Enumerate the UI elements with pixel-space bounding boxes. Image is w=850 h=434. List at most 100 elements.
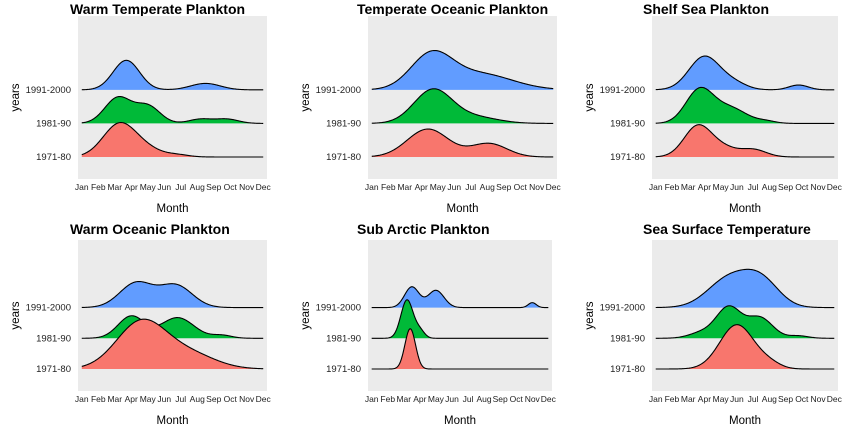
x-tick-label: Feb [91,182,106,192]
ridge-area [371,328,549,369]
x-axis-title: Month [447,203,479,215]
x-tick-label: Jan [649,394,663,404]
x-tick-label: Oct [510,394,524,404]
x-tick-label: Sep [778,182,793,192]
x-tick-label: Jul [175,182,186,192]
x-tick-label: Oct [224,394,238,404]
x-tick-label: Jul [748,182,759,192]
x-tick-label: Mar [681,182,696,192]
x-tick-label: Jan [365,182,379,192]
x-tick-label: May [713,182,730,192]
y-tick-label: 1971-80 [36,152,71,163]
x-tick-label: Jul [463,394,474,404]
ridge-panel: Shelf Sea Plankton 1971-80 1981-90 1991-200… [584,1,843,215]
x-tick-label: Sep [778,394,793,404]
x-axis-title: Month [729,203,761,215]
x-tick-label: Sep [493,394,508,404]
ridge-line [655,268,835,309]
x-tick-label: Jun [157,182,171,192]
x-tick-label: Nov [525,394,541,404]
x-axis-title: Month [157,203,189,215]
x-tick-label: Feb [381,182,396,192]
ridge-area [655,269,835,308]
ridge-line [81,280,264,309]
x-tick-label: Oct [795,182,809,192]
x-tick-label: Jun [730,182,744,192]
x-axis-title: Month [729,415,761,427]
x-tick-label: Dec [827,182,843,192]
x-tick-label: Aug [762,394,777,404]
y-tick-label: 1971-80 [326,364,361,375]
ridge-area [371,88,554,124]
x-tick-label: Jun [447,182,461,192]
x-tick-label: May [428,394,445,404]
y-tick-label: 1991-2000 [600,85,645,96]
x-tick-label: Feb [665,182,680,192]
y-tick-label: 1981-90 [610,118,645,129]
x-tick-label: Oct [795,394,809,404]
ridge-area [81,122,264,157]
y-tick-label: 1981-90 [610,333,645,344]
x-tick-label: Mar [681,394,696,404]
ridge-panel: Warm Temperate Plankton 1971-80 1981-90 199… [10,1,272,215]
x-tick-label: Feb [665,394,680,404]
y-tick-label: 1971-80 [36,364,71,375]
ridge-line [81,95,264,124]
ridge-line [655,305,835,339]
ridge-area [655,56,835,90]
x-tick-label: Feb [380,394,395,404]
ridge-area [81,96,264,124]
y-axis-title: years [300,301,312,329]
x-tick-label: Oct [224,182,238,192]
x-tick-label: Nov [529,182,545,192]
ridge-panel: Sub Arctic Plankton 1971-80 1981-90 1991-20… [300,221,557,427]
y-axis-title: years [300,83,312,111]
y-axis-title: years [10,83,22,111]
x-tick-label: Jan [365,394,379,404]
x-tick-label: Mar [107,182,122,192]
y-axis-title: years [584,83,596,111]
x-tick-label: Aug [762,182,777,192]
y-tick-label: 1971-80 [610,152,645,163]
x-tick-label: Jun [730,394,744,404]
y-tick-label: 1991-2000 [600,303,645,314]
x-tick-label: Feb [91,394,106,404]
x-tick-label: Apr [413,394,426,404]
x-tick-label: Mar [107,394,122,404]
x-tick-label: Apr [698,182,711,192]
ridge-line [655,124,835,158]
ridge-panel: Sea Surface Temperature 1971-80 1981-90 199… [584,221,843,427]
ridge-line [81,318,264,370]
y-tick-label: 1991-2000 [26,303,71,314]
panel-title: Shelf Sea Plankton [643,1,769,17]
ridge-area [81,319,264,369]
x-tick-label: Jul [175,394,186,404]
panel-title: Temperate Oceanic Plankton [357,1,548,17]
ridge-line [81,59,264,91]
ridge-area [655,124,835,157]
ridge-panel: Temperate Oceanic Plankton 1971-80 1981-90… [300,1,562,215]
ridge-line [371,299,549,339]
ridge-area [371,129,554,157]
ridge-line [81,121,264,158]
x-tick-label: Apr [415,182,428,192]
x-tick-label: May [140,394,157,404]
x-tick-label: Apr [698,394,711,404]
x-tick-label: May [713,394,730,404]
x-tick-label: Apr [125,394,138,404]
x-tick-label: May [430,182,447,192]
y-tick-label: 1971-80 [610,364,645,375]
y-tick-label: 1991-2000 [316,303,361,314]
x-tick-label: Dec [541,394,557,404]
x-axis-title: Month [157,415,189,427]
ridge-line [655,324,835,370]
ridge-panel: Warm Oceanic Plankton 1971-80 1981-90 1991-… [10,221,272,427]
ridge-line [371,88,554,124]
x-tick-label: Nov [239,394,255,404]
ridge-area [371,299,549,339]
ridge-line [371,49,554,90]
x-tick-label: Nov [810,182,826,192]
x-tick-label: Jun [157,394,171,404]
x-tick-label: Dec [827,394,843,404]
